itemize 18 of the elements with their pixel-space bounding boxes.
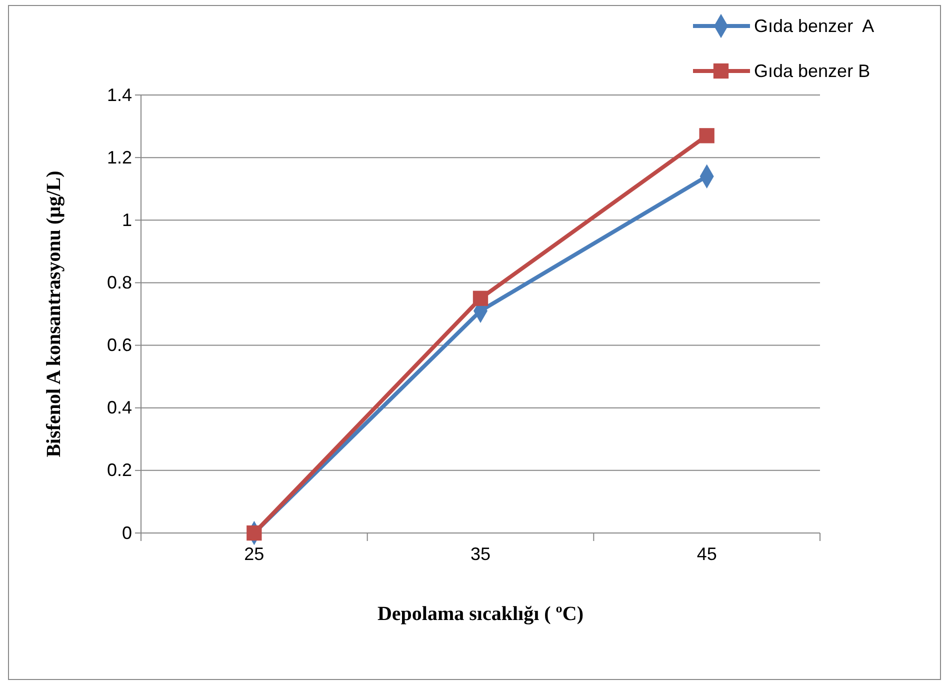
x-tick-label: 25 (244, 544, 264, 564)
y-tick-label: 1 (122, 210, 132, 230)
y-tick-label: 1.4 (106, 84, 132, 105)
point (472, 290, 488, 306)
point (246, 525, 262, 541)
point (699, 128, 714, 144)
legend-label: Gıda benzer B (754, 61, 870, 81)
y-tick-label: 0 (122, 522, 132, 543)
y-axis-title: Bisfenol A konsantrasyonu (µg/L) (43, 170, 65, 458)
legend-label: Gıda benzer A (754, 16, 874, 36)
x-tick-label: 45 (696, 544, 717, 564)
y-tick-label: 0.4 (106, 398, 132, 418)
x-tick-label: 35 (470, 544, 491, 564)
x-axis-title: Depolama sıcaklığı ( ºC) (377, 603, 584, 625)
y-tick-label: 0.6 (106, 335, 132, 356)
y-tick-label: 1.2 (106, 147, 132, 168)
y-tick-label: 0.8 (106, 272, 132, 292)
y-tick-label: 0.2 (106, 460, 132, 480)
